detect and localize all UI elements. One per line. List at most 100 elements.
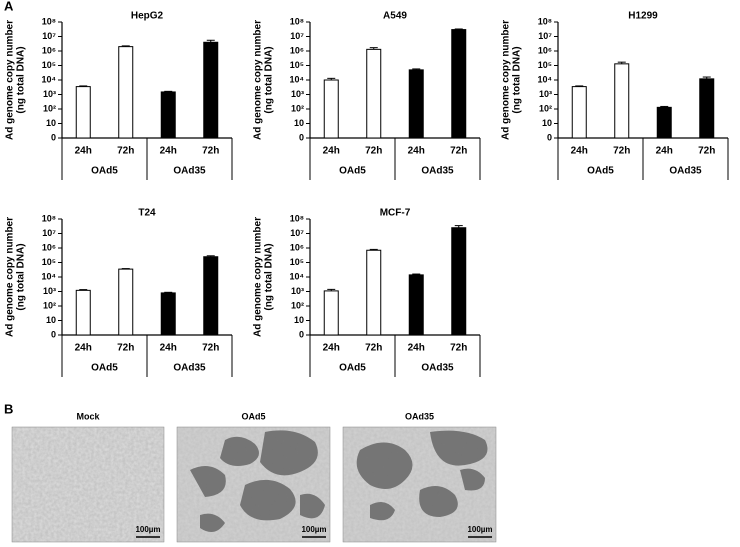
y-tick-label: 10²	[43, 103, 56, 113]
y-tick-label: 10⁸	[538, 16, 552, 26]
y-tick-label: 0	[299, 132, 304, 142]
chart-title: HepG2	[131, 11, 164, 22]
x-tick-label: 24h	[408, 146, 425, 157]
x-tick-label: 72h	[202, 146, 219, 157]
y-axis-label: Ad genome copy number	[253, 217, 264, 337]
scale-label: 100µm	[135, 525, 160, 534]
x-tick-label: 72h	[365, 146, 382, 157]
error-bar	[412, 68, 421, 70]
error-bar	[454, 225, 463, 228]
bar	[203, 256, 219, 336]
y-tick-label: 10⁶	[42, 242, 56, 252]
image-frame	[176, 426, 331, 543]
y-axis-label: Ad genome copy number	[5, 20, 16, 140]
y-tick-label: 10³	[291, 286, 304, 296]
error-bar	[369, 47, 378, 50]
y-tick-label: 10⁵	[42, 257, 56, 267]
y-tick-label: 10	[294, 118, 304, 128]
y-tick-label: 10⁵	[42, 60, 56, 70]
y-tick-label: 10	[46, 118, 56, 128]
y-tick-label: 10⁷	[42, 31, 56, 41]
y-tick-label: 10⁵	[538, 60, 552, 70]
y-tick-label: 10²	[43, 300, 56, 310]
bar	[75, 289, 91, 336]
bar	[160, 91, 176, 139]
y-tick-label: 10⁴	[290, 271, 304, 281]
bar	[366, 48, 382, 139]
bar	[656, 106, 672, 139]
y-tick-label: 10²	[539, 103, 552, 113]
x-tick-label: 24h	[408, 343, 425, 354]
y-tick-label: 10⁵	[290, 60, 304, 70]
image-title: OAd35	[405, 411, 434, 421]
error-bar	[369, 248, 378, 251]
y-tick-label: 10⁷	[290, 228, 304, 238]
y-tick-label: 10⁸	[290, 213, 304, 223]
micrograph	[177, 427, 330, 542]
y-tick-label: 0	[299, 329, 304, 339]
x-tick-label: 72h	[450, 146, 467, 157]
y-tick-label: 0	[51, 329, 56, 339]
bar	[203, 41, 219, 139]
x-tick-label: 72h	[365, 343, 382, 354]
bar	[408, 274, 424, 336]
y-tick-label: 10⁴	[290, 74, 304, 84]
bar	[699, 78, 715, 139]
y-tick-label: 10⁴	[42, 271, 56, 281]
y-axis-label: (ng total DNA)	[264, 243, 275, 310]
x-tick-label: 24h	[323, 146, 340, 157]
x-tick-label: 24h	[75, 146, 92, 157]
y-tick-label: 10⁴	[538, 74, 552, 84]
y-tick-label: 10	[542, 118, 552, 128]
error-bar	[206, 39, 215, 43]
bar	[408, 69, 424, 139]
y-tick-label: 10⁵	[290, 257, 304, 267]
error-bar	[164, 90, 173, 92]
group-label: OAd35	[421, 166, 454, 177]
y-tick-label: 10⁷	[42, 228, 56, 238]
x-tick-label: 24h	[571, 146, 588, 157]
y-tick-label: 10³	[43, 89, 56, 99]
panel-label: B	[4, 401, 13, 416]
bar	[323, 79, 339, 139]
x-tick-label: 24h	[75, 343, 92, 354]
y-tick-label: 10⁶	[42, 45, 56, 55]
x-tick-label: 72h	[613, 146, 630, 157]
y-tick-label: 10⁶	[290, 242, 304, 252]
scale-label: 100µm	[467, 525, 492, 534]
bar	[451, 29, 467, 139]
x-tick-label: 72h	[117, 146, 134, 157]
y-tick-label: 10⁶	[538, 45, 552, 55]
micrograph	[12, 427, 164, 542]
error-bar	[702, 76, 711, 79]
error-bar	[121, 45, 130, 47]
y-tick-label: 10⁷	[290, 31, 304, 41]
x-tick-label: 24h	[160, 343, 177, 354]
error-bar	[79, 85, 88, 87]
bar	[160, 292, 176, 336]
y-tick-label: 0	[51, 132, 56, 142]
y-tick-label: 10⁴	[42, 74, 56, 84]
image-frame	[11, 426, 165, 543]
group-label: OAd35	[173, 166, 206, 177]
y-tick-label: 10²	[291, 103, 304, 113]
group-label: OAd5	[91, 363, 118, 374]
x-tick-label: 72h	[117, 343, 134, 354]
bar	[451, 227, 467, 336]
x-tick-label: 24h	[160, 146, 177, 157]
bar	[118, 46, 134, 139]
y-tick-label: 10³	[539, 89, 552, 99]
y-tick-label: 10³	[291, 89, 304, 99]
error-bar	[206, 255, 215, 257]
chart-title: H1299	[628, 11, 658, 22]
y-axis-label: Ad genome copy number	[501, 20, 512, 140]
error-bar	[660, 105, 669, 108]
y-tick-label: 0	[547, 132, 552, 142]
image-title: OAd5	[241, 411, 265, 421]
y-axis-label: (ng total DNA)	[512, 46, 523, 113]
x-tick-label: 24h	[656, 146, 673, 157]
group-label: OAd5	[339, 166, 366, 177]
image-frame	[342, 426, 497, 543]
y-axis-label: (ng total DNA)	[16, 243, 27, 310]
